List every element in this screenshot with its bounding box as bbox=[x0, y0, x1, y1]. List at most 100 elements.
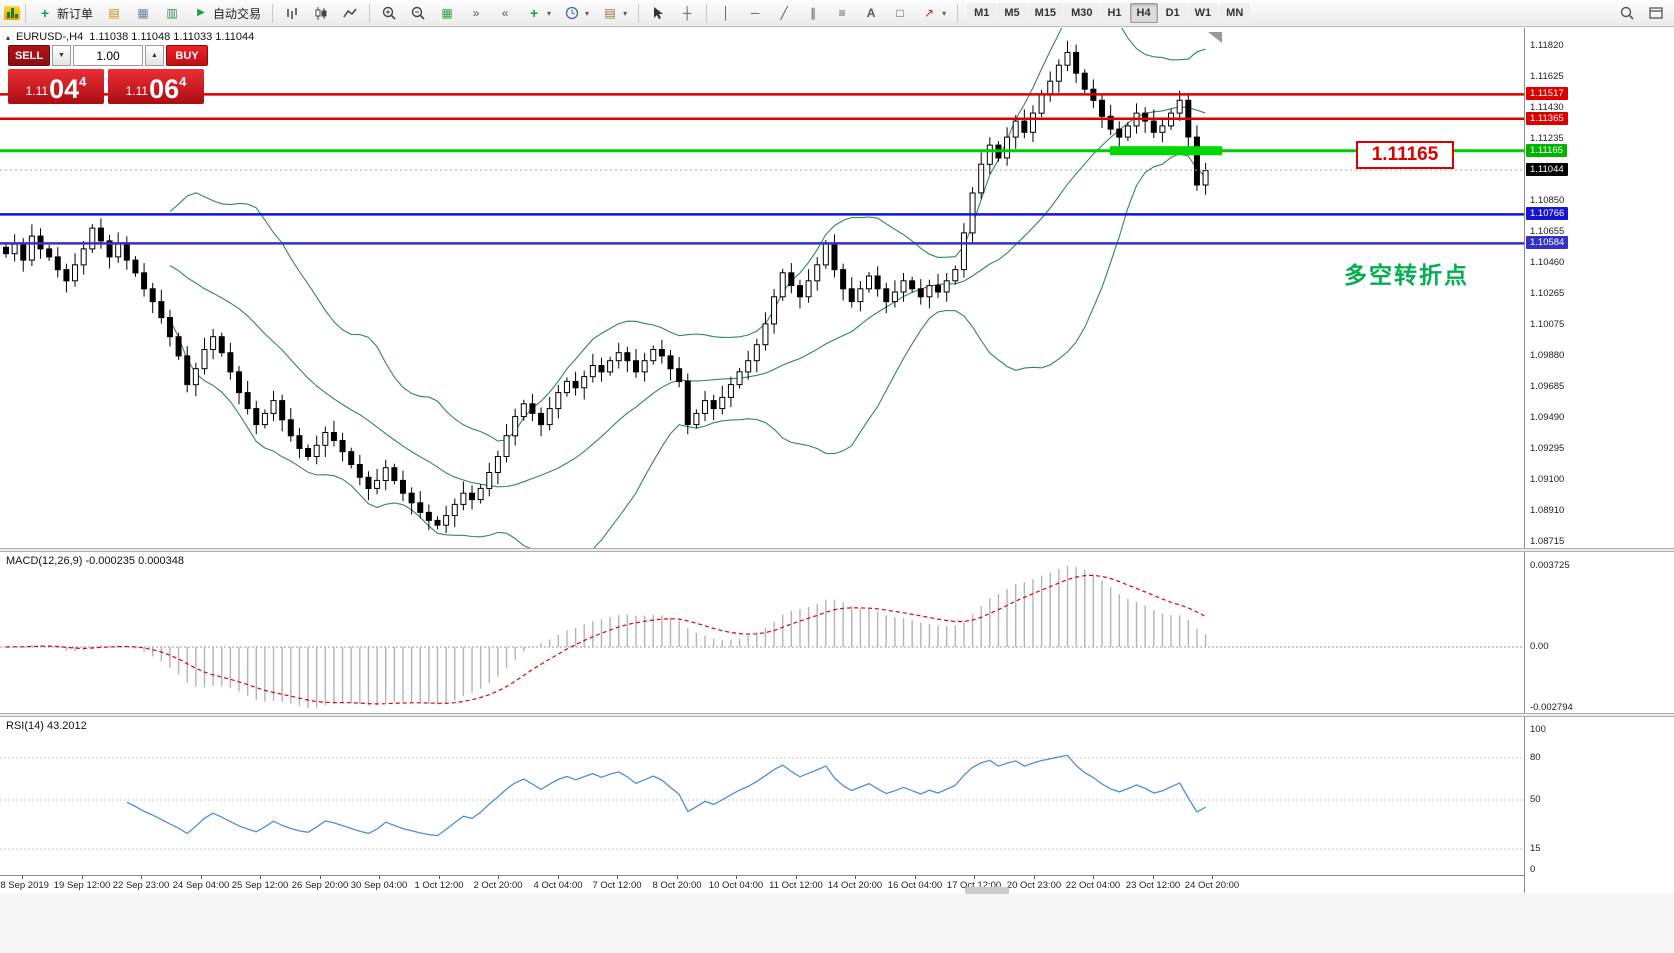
auto-scroll-button[interactable]: » bbox=[462, 2, 490, 24]
arrows-tool-button[interactable]: ↗ ▾ bbox=[915, 2, 952, 24]
new-window-button[interactable] bbox=[1642, 2, 1670, 24]
new-order-button[interactable]: + 新订单 bbox=[31, 2, 99, 24]
timeframe-button-M5[interactable]: M5 bbox=[997, 3, 1027, 23]
sell-price-big: 04 bbox=[49, 74, 80, 104]
price-badge: 1.11517 bbox=[1526, 87, 1568, 100]
timeframe-button-M1[interactable]: M1 bbox=[967, 3, 997, 23]
profiles-button[interactable]: ▦ bbox=[129, 2, 157, 24]
fibonacci-button[interactable]: ≡ bbox=[828, 2, 856, 24]
trendline-icon: ╱ bbox=[780, 6, 788, 20]
chart-header: ▴ EURUSD-,H4 1.11038 1.11048 1.11033 1.1… bbox=[6, 31, 254, 43]
label-tool-button[interactable]: □ bbox=[886, 2, 914, 24]
timeframe-button-MN[interactable]: MN bbox=[1219, 3, 1251, 23]
zoom-in-button[interactable] bbox=[375, 2, 403, 24]
data-window-icon: ▥ bbox=[166, 6, 178, 20]
time-label: 24 Sep 04:00 bbox=[172, 880, 230, 891]
chevron-down-icon: ▾ bbox=[585, 8, 590, 18]
add-indicator-button[interactable]: + ▾ bbox=[520, 2, 557, 24]
crosshair-button[interactable]: ┼ bbox=[673, 2, 701, 24]
time-label: 30 Sep 04:00 bbox=[350, 880, 408, 891]
timeframe-button-M30[interactable]: M30 bbox=[1064, 3, 1100, 23]
trendline-button[interactable]: ╱ bbox=[770, 2, 798, 24]
template-icon: ▤ bbox=[604, 6, 616, 20]
sell-button[interactable]: SELL bbox=[8, 45, 50, 66]
periods-button[interactable]: ▾ bbox=[558, 2, 595, 24]
volume-input[interactable] bbox=[73, 45, 143, 66]
templates-button[interactable]: ▤ ▾ bbox=[596, 2, 633, 24]
time-scale: 18 Sep 2019 19 Sep 12:00 22 Sep 23:00 24 Se… bbox=[0, 875, 1524, 894]
horizontal-line-button[interactable]: ─ bbox=[741, 2, 769, 24]
macd-axis-label: -0.002794 bbox=[1530, 702, 1573, 713]
zoom-in-icon bbox=[381, 5, 397, 21]
separator bbox=[25, 3, 26, 23]
bar-chart-button[interactable] bbox=[278, 2, 306, 24]
new-chart-button[interactable]: ▤ bbox=[100, 2, 128, 24]
zoom-out-button[interactable] bbox=[404, 2, 432, 24]
rsi-label: RSI(14) 43.2012 bbox=[6, 720, 87, 732]
text-tool-button[interactable]: A bbox=[857, 2, 885, 24]
line-chart-icon bbox=[342, 5, 358, 21]
new-chart-icon: ▤ bbox=[108, 6, 120, 20]
line-chart-button[interactable] bbox=[336, 2, 364, 24]
price-tick-label: 1.11820 bbox=[1530, 40, 1564, 51]
separator bbox=[369, 3, 371, 23]
horizontal-scrollbar-thumb[interactable] bbox=[965, 887, 1009, 894]
sell-price-button[interactable]: 1.11 04 4 bbox=[8, 69, 104, 104]
macd-chart[interactable] bbox=[0, 552, 1524, 713]
time-tick bbox=[260, 876, 261, 879]
macd-histogram bbox=[13, 566, 1207, 708]
volume-down-button[interactable]: ▼ bbox=[52, 45, 71, 66]
time-label: 24 Oct 20:00 bbox=[1184, 880, 1240, 891]
price-tick-label: 1.10850 bbox=[1530, 195, 1565, 206]
data-window-button[interactable]: ▥ bbox=[158, 2, 186, 24]
turning-point-annotation: 多空转折点 bbox=[1344, 262, 1469, 288]
chevron-down-icon: ▾ bbox=[623, 8, 628, 18]
buy-price-big: 06 bbox=[149, 74, 180, 104]
price-badge: 1.11044 bbox=[1526, 163, 1568, 176]
rsi-axis-label: 0 bbox=[1530, 864, 1536, 875]
autotrading-label: 自动交易 bbox=[213, 6, 262, 21]
rsi-chart[interactable] bbox=[0, 717, 1524, 875]
price-badge: 1.10584 bbox=[1526, 236, 1569, 249]
channel-icon: ∥ bbox=[810, 6, 817, 20]
add-indicator-icon: + bbox=[529, 5, 539, 21]
tile-windows-button[interactable]: ▦ bbox=[433, 2, 461, 24]
price-tick-label: 1.11430 bbox=[1530, 102, 1564, 113]
candlestick-chart-icon bbox=[313, 5, 329, 21]
macd-axis-label: 0.003725 bbox=[1530, 560, 1570, 571]
time-tick bbox=[617, 876, 618, 879]
time-label: 2 Oct 20:00 bbox=[473, 880, 523, 891]
time-label: 17 Oct 12:00 bbox=[946, 880, 1002, 891]
search-button[interactable] bbox=[1613, 2, 1641, 24]
time-tick bbox=[379, 876, 380, 879]
panel-splitter[interactable] bbox=[0, 548, 1674, 552]
cursor-button[interactable] bbox=[644, 2, 672, 24]
bollinger-bands bbox=[169, 28, 1206, 548]
price-chart[interactable] bbox=[0, 28, 1524, 548]
highlight-band bbox=[1110, 146, 1222, 156]
timeframe-button-W1[interactable]: W1 bbox=[1187, 3, 1219, 23]
chevron-down-icon: ▾ bbox=[942, 8, 947, 18]
timeframe-button-M15[interactable]: M15 bbox=[1027, 3, 1064, 23]
price-tick-label: 1.08715 bbox=[1530, 536, 1565, 547]
price-tick-label: 1.10265 bbox=[1530, 288, 1565, 299]
cursor-icon bbox=[650, 5, 666, 21]
vertical-line-button[interactable]: │ bbox=[712, 2, 740, 24]
chart-shift-button[interactable]: « bbox=[491, 2, 519, 24]
timeframe-button-H1[interactable]: H1 bbox=[1100, 3, 1129, 23]
channel-button[interactable]: ∥ bbox=[799, 2, 827, 24]
buy-price-button[interactable]: 1.11 06 4 bbox=[108, 69, 204, 104]
volume-up-button[interactable]: ▲ bbox=[145, 45, 164, 66]
buy-button[interactable]: BUY bbox=[166, 45, 208, 66]
time-label: 25 Sep 12:00 bbox=[231, 880, 289, 891]
autotrading-button[interactable]: ▶ 自动交易 bbox=[187, 2, 267, 24]
candlestick-chart-button[interactable] bbox=[307, 2, 335, 24]
timeframe-button-H4[interactable]: H4 bbox=[1129, 3, 1158, 23]
chart-shift-icon: « bbox=[501, 6, 509, 20]
time-label: 18 Sep 2019 bbox=[0, 880, 49, 891]
price-callout-label[interactable]: 1.11165 bbox=[1356, 141, 1454, 169]
panel-splitter[interactable] bbox=[0, 713, 1674, 717]
timeframe-button-D1[interactable]: D1 bbox=[1158, 3, 1187, 23]
arrows-tool-icon: ↗ bbox=[924, 6, 935, 20]
price-tick-label: 1.11625 bbox=[1530, 71, 1564, 82]
